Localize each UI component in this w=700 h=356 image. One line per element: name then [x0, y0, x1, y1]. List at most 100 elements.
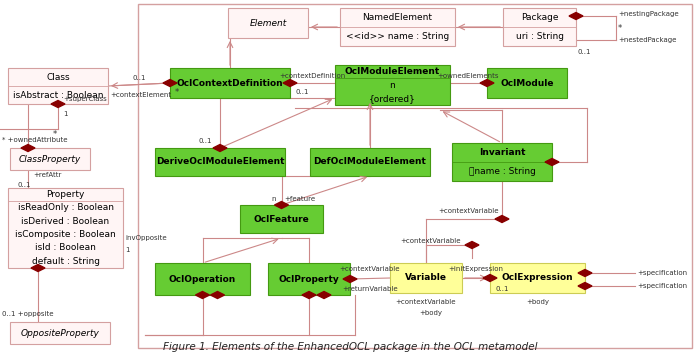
Text: +body: +body	[526, 299, 549, 305]
Text: n: n	[390, 80, 395, 89]
Bar	[155, 263, 250, 295]
Text: *: *	[53, 130, 57, 138]
Text: OclContextDefinition: OclContextDefinition	[176, 79, 284, 88]
Bar	[452, 143, 552, 181]
Bar	[335, 65, 450, 105]
Text: isReadOnly : Boolean: isReadOnly : Boolean	[18, 204, 113, 213]
Text: 1: 1	[125, 247, 130, 253]
Polygon shape	[343, 276, 357, 283]
Bar	[487, 68, 567, 98]
Bar	[10, 322, 110, 344]
Text: DefOclModuleElement: DefOclModuleElement	[314, 157, 426, 167]
Text: +contextVariable: +contextVariable	[340, 266, 400, 272]
Text: 1: 1	[63, 111, 67, 117]
Text: +initExpression: +initExpression	[449, 266, 503, 272]
Text: +nestingPackage: +nestingPackage	[618, 11, 678, 17]
Text: +superClass: +superClass	[63, 96, 106, 102]
Text: +contextVariable: +contextVariable	[439, 208, 499, 214]
Text: Variable: Variable	[405, 273, 447, 283]
Text: <<id>> name : String: <<id>> name : String	[346, 32, 449, 41]
Polygon shape	[578, 283, 592, 289]
Text: 0..1: 0..1	[132, 75, 146, 81]
Bar	[8, 188, 123, 268]
Text: 0..1: 0..1	[578, 49, 591, 55]
Bar	[340, 8, 455, 46]
Bar	[228, 8, 308, 38]
Text: OclModuleElement: OclModuleElement	[345, 67, 440, 76]
Text: NamedElement: NamedElement	[363, 13, 433, 22]
Polygon shape	[545, 158, 559, 166]
Text: *: *	[618, 23, 622, 32]
Text: default : String: default : String	[32, 257, 99, 266]
Text: OclFeature: OclFeature	[253, 215, 309, 224]
Polygon shape	[211, 292, 225, 298]
Bar	[138, 4, 692, 348]
Polygon shape	[274, 201, 288, 209]
Polygon shape	[302, 292, 316, 298]
Text: isId : Boolean: isId : Boolean	[35, 244, 96, 252]
Polygon shape	[51, 100, 65, 108]
Text: 0..1: 0..1	[18, 182, 32, 188]
Polygon shape	[317, 292, 331, 298]
Text: Package: Package	[521, 13, 559, 22]
Text: +nestedPackage: +nestedPackage	[618, 37, 676, 43]
Text: +contextDefinition: +contextDefinition	[279, 73, 346, 79]
Text: OppositeProperty: OppositeProperty	[20, 329, 99, 337]
Polygon shape	[495, 215, 509, 222]
Polygon shape	[480, 79, 494, 87]
Polygon shape	[569, 12, 583, 20]
Text: *: *	[175, 88, 179, 96]
Bar	[10, 148, 90, 170]
Text: Class: Class	[46, 73, 70, 82]
Bar	[310, 148, 430, 176]
Text: OclModule: OclModule	[500, 79, 554, 88]
Text: DeriveOclModuleElement: DeriveOclModuleElement	[155, 157, 284, 167]
Text: OclExpression: OclExpression	[502, 273, 573, 283]
Text: Invariant: Invariant	[479, 148, 525, 157]
Text: * +ownedAttribute: * +ownedAttribute	[2, 137, 67, 143]
Bar	[8, 68, 108, 104]
Polygon shape	[163, 79, 177, 87]
Bar	[170, 68, 290, 98]
Polygon shape	[195, 292, 209, 298]
Text: OclProperty: OclProperty	[279, 274, 340, 283]
Text: 0..1: 0..1	[495, 286, 508, 292]
Bar	[490, 263, 585, 293]
Polygon shape	[578, 269, 592, 277]
Text: +specification: +specification	[637, 283, 687, 289]
Text: OclOperation: OclOperation	[169, 274, 236, 283]
Text: +contextVariable: +contextVariable	[400, 238, 461, 244]
Text: uri : String: uri : String	[515, 32, 564, 41]
Text: invOpposite: invOpposite	[125, 235, 167, 241]
Bar	[268, 263, 350, 295]
Text: Property: Property	[46, 190, 85, 199]
Polygon shape	[465, 241, 479, 248]
Bar	[155, 148, 285, 176]
Text: +body: +body	[419, 310, 442, 316]
Text: Ⓜname : String: Ⓜname : String	[468, 167, 536, 176]
Bar	[503, 8, 576, 46]
Text: +refAttr: +refAttr	[33, 172, 62, 178]
Text: +ownedElements: +ownedElements	[438, 73, 499, 79]
Text: 0..1: 0..1	[295, 89, 309, 95]
Text: n: n	[272, 196, 276, 202]
Text: +contextVariable: +contextVariable	[395, 299, 456, 305]
Text: Figure 1. Elements of the EnhancedOCL package in the OCL metamodel: Figure 1. Elements of the EnhancedOCL pa…	[162, 342, 538, 352]
Bar	[240, 205, 323, 233]
Text: 0..1 +opposite: 0..1 +opposite	[2, 311, 53, 317]
Text: +returnVariable: +returnVariable	[342, 286, 398, 292]
Bar	[390, 263, 462, 293]
Text: 0..1: 0..1	[198, 138, 211, 144]
Polygon shape	[483, 274, 497, 282]
Text: +contextElement: +contextElement	[110, 92, 171, 98]
Polygon shape	[31, 265, 45, 272]
Text: Element: Element	[249, 19, 286, 27]
Polygon shape	[213, 145, 227, 152]
Text: +specification: +specification	[637, 270, 687, 276]
Polygon shape	[283, 79, 297, 87]
Text: ClassProperty: ClassProperty	[19, 155, 81, 163]
Text: {ordered}: {ordered}	[369, 94, 416, 103]
Text: isDerived : Boolean: isDerived : Boolean	[22, 217, 110, 226]
Text: isAbstract : Boolean: isAbstract : Boolean	[13, 90, 104, 99]
Polygon shape	[21, 145, 35, 152]
